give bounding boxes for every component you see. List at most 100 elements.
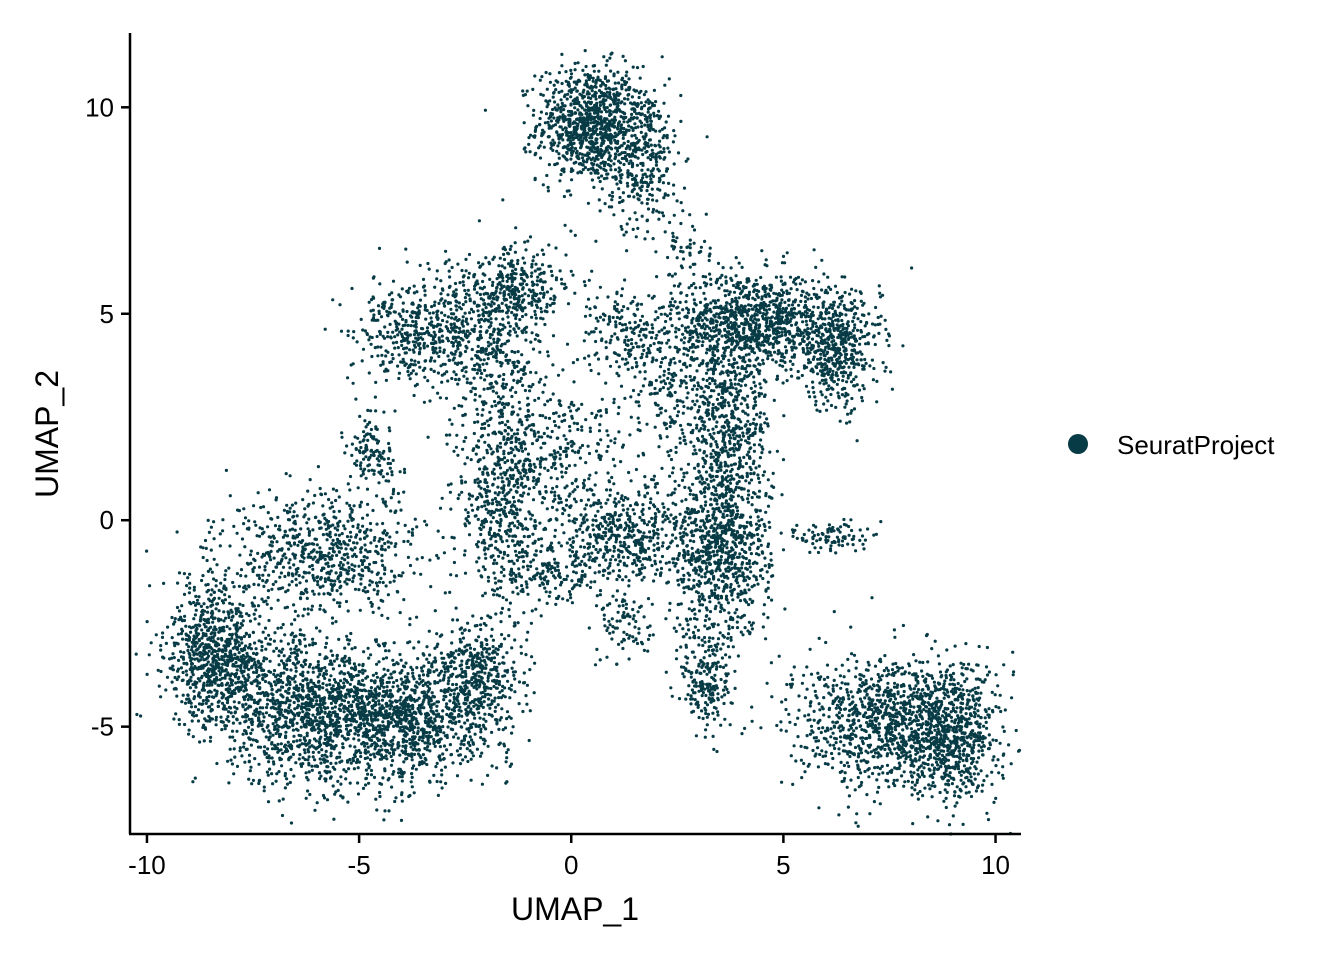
data-point	[827, 384, 831, 388]
data-point	[690, 600, 694, 604]
data-point	[741, 284, 746, 289]
data-point	[831, 369, 835, 373]
data-point	[723, 379, 727, 383]
data-point	[712, 389, 716, 393]
data-point	[735, 626, 740, 630]
data-point	[805, 346, 810, 350]
data-point	[728, 655, 732, 659]
data-point	[679, 291, 683, 295]
data-point	[585, 518, 589, 522]
data-point	[635, 218, 639, 222]
data-point	[665, 167, 670, 171]
data-point	[731, 520, 735, 525]
data-point	[606, 122, 611, 126]
data-point	[753, 384, 758, 388]
data-point	[747, 481, 752, 485]
data-point	[597, 198, 601, 202]
data-point	[747, 588, 751, 592]
data-point	[826, 399, 830, 403]
data-point	[785, 379, 789, 383]
data-point	[745, 536, 749, 540]
data-point	[724, 567, 728, 571]
data-point	[607, 86, 611, 90]
data-point	[605, 603, 610, 607]
data-point	[784, 351, 788, 355]
data-point	[742, 487, 746, 491]
data-point	[626, 139, 630, 144]
data-point	[569, 103, 573, 107]
data-point	[633, 102, 637, 106]
data-point	[751, 599, 755, 603]
data-point	[769, 353, 773, 357]
data-point	[734, 339, 738, 343]
data-point	[741, 633, 745, 637]
data-point	[699, 245, 704, 249]
data-point	[717, 601, 721, 605]
data-point	[579, 524, 583, 528]
data-point	[741, 434, 746, 438]
data-point	[754, 510, 758, 514]
data-point	[708, 474, 712, 478]
data-point	[692, 578, 696, 582]
data-point	[700, 694, 704, 698]
data-point	[656, 541, 660, 546]
data-point	[623, 536, 627, 540]
data-point	[737, 435, 742, 439]
data-point	[687, 607, 691, 611]
data-point	[706, 428, 710, 432]
data-point	[554, 88, 558, 92]
data-point	[526, 104, 530, 108]
data-point	[738, 459, 743, 463]
data-point	[692, 539, 696, 544]
data-point	[613, 81, 617, 85]
data-point	[641, 503, 645, 507]
data-point	[688, 332, 692, 336]
data-point	[589, 121, 593, 125]
data-point	[585, 154, 590, 158]
data-point	[693, 519, 697, 523]
data-point	[673, 487, 677, 491]
data-point	[617, 500, 621, 504]
data-point	[815, 365, 819, 370]
data-point	[693, 698, 697, 702]
data-point	[802, 335, 806, 339]
data-point	[599, 166, 603, 170]
data-point	[754, 326, 758, 331]
data-point	[729, 266, 733, 270]
data-point	[547, 163, 552, 167]
data-point	[843, 394, 847, 398]
data-point	[727, 519, 731, 524]
data-point	[617, 81, 621, 85]
data-point	[569, 95, 573, 99]
data-point	[622, 638, 627, 642]
data-point	[680, 478, 685, 482]
data-point	[631, 126, 635, 130]
data-point	[883, 318, 887, 322]
data-point	[570, 167, 574, 171]
data-point	[652, 548, 656, 553]
data-point	[627, 124, 631, 128]
data-point	[703, 650, 708, 654]
data-point	[742, 613, 747, 617]
data-point	[608, 548, 612, 552]
data-point	[742, 579, 746, 583]
data-point	[727, 526, 731, 530]
data-point	[651, 198, 655, 202]
data-point	[666, 114, 671, 118]
data-point	[716, 407, 720, 411]
data-point	[742, 357, 746, 361]
data-point	[724, 304, 728, 308]
data-point	[642, 146, 646, 150]
data-point	[711, 513, 715, 517]
data-point	[725, 369, 729, 374]
data-point	[729, 498, 734, 502]
data-point	[714, 281, 719, 285]
data-point	[618, 575, 622, 579]
data-point	[848, 420, 852, 424]
data-point	[562, 531, 566, 535]
data-point	[626, 555, 630, 560]
data-point	[668, 520, 672, 524]
data-point	[567, 134, 571, 138]
data-point	[766, 357, 770, 361]
data-point	[641, 549, 645, 553]
